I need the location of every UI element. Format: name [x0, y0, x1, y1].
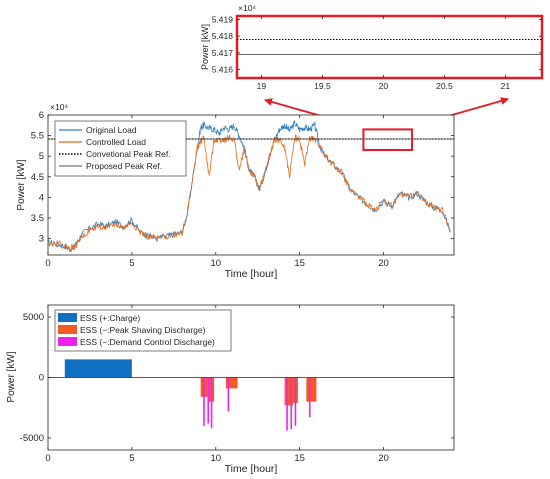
y-tick-label: 5.5	[31, 131, 44, 142]
legend-swatch-demand-control	[58, 337, 77, 346]
demand-control-bar	[308, 377, 311, 418]
demand-control-bar	[294, 377, 297, 426]
ess-bars-group	[48, 359, 454, 431]
charge-bar	[64, 359, 132, 378]
y-tick-label: 5	[39, 151, 44, 162]
inset-ticks-group: 19 19.5 20 20.5 21 5.416 5.417 5.418 5.419	[212, 14, 542, 91]
y-tick-label: 5.417	[212, 48, 234, 58]
x-tick-label: 19	[257, 81, 267, 91]
x-tick-label: 15	[294, 258, 305, 269]
y-tick-label: 5.418	[212, 31, 234, 41]
peak-shaving-bar	[207, 377, 215, 402]
inset-series-group	[237, 38, 542, 55]
legend-swatch-charge	[58, 313, 77, 322]
x-tick-label: 5	[129, 453, 134, 464]
x-tick-label: 21	[501, 81, 511, 91]
load-y-axis-label: Power [kW]	[16, 159, 27, 210]
load-x-axis-label: Time [hour]	[225, 268, 278, 280]
x-tick-label: 20	[378, 453, 389, 464]
legend-label-charge: ESS (+:Charge)	[80, 313, 140, 323]
y-tick-label: 5.416	[212, 65, 234, 75]
peak-shaving-bar	[284, 377, 293, 406]
x-tick-label: 20	[378, 258, 389, 269]
y-tick-label: 6	[39, 110, 44, 121]
y-tick-label: 4.5	[31, 172, 44, 183]
controlled-load-line	[48, 134, 451, 252]
ess-x-axis-label: Time [hour]	[225, 463, 278, 475]
load-exponent-label: ×10⁴	[50, 102, 68, 112]
legend-label-original-load: Original Load	[86, 125, 137, 135]
x-tick-label: 0	[45, 453, 50, 464]
demand-control-bar	[227, 377, 230, 412]
x-tick-label: 0	[45, 258, 50, 269]
legend-label-conventional-peak: Convetional Peak Ref.	[86, 149, 171, 159]
y-tick-label: -5000	[20, 433, 44, 444]
demand-control-bar	[207, 377, 210, 424]
demand-control-bar	[203, 377, 205, 426]
x-tick-label: 20.5	[436, 81, 453, 91]
legend-label-demand-control: ESS (−:Demand Control Discharge)	[80, 337, 215, 347]
x-tick-label: 20	[379, 81, 389, 91]
y-tick-label: 0	[39, 373, 44, 384]
x-tick-label: 19.5	[314, 81, 331, 91]
ess-legend: ESS (+:Charge) ESS (−:Peak Shaving Disch…	[54, 309, 232, 352]
y-tick-label: 3	[39, 234, 44, 245]
legend-label-proposed-peak: Proposed Peak Ref.	[86, 161, 162, 171]
ess-legend-box	[54, 309, 232, 352]
peak-shaving-bar	[306, 377, 317, 402]
y-tick-label: 5000	[23, 312, 44, 323]
x-tick-label: 10	[210, 453, 221, 464]
legend-swatch-peak-shaving	[58, 325, 77, 334]
demand-control-bar	[210, 377, 213, 429]
legend-label-peak-shaving: ESS (−:Peak Shaving Discharge)	[80, 325, 206, 335]
legend-label-controlled-load: Controlled Load	[86, 137, 146, 147]
load-ticks-group: 0 5 10 15 20 3 3.5 4 4.5 5 5.5 6	[31, 110, 454, 269]
x-tick-label: 5	[129, 258, 134, 269]
demand-control-bar	[290, 377, 293, 430]
load-legend: Original Load Controlled Load Convetiona…	[54, 120, 187, 177]
x-tick-label: 10	[210, 258, 221, 269]
peak-shaving-bar	[225, 377, 238, 389]
y-tick-label: 3.5	[31, 213, 44, 224]
demand-control-bar	[286, 377, 288, 431]
inset-plot-area	[235, 14, 544, 80]
y-tick-label: 4	[39, 192, 44, 203]
inset-y-axis-label: Power [kW]	[200, 24, 210, 70]
inset-exponent-label: ×10⁴	[238, 3, 256, 13]
y-tick-label: 5.419	[212, 14, 234, 24]
zoom-highlight-box	[362, 128, 414, 151]
x-tick-label: 15	[294, 453, 305, 464]
load-plot: 0 5 10 15 20 3 3.5 4 4.5 5 5.5 6 ×10⁴ Power [kW] Ti…	[16, 102, 455, 280]
ess-y-axis-label: Power [kW]	[6, 351, 17, 402]
